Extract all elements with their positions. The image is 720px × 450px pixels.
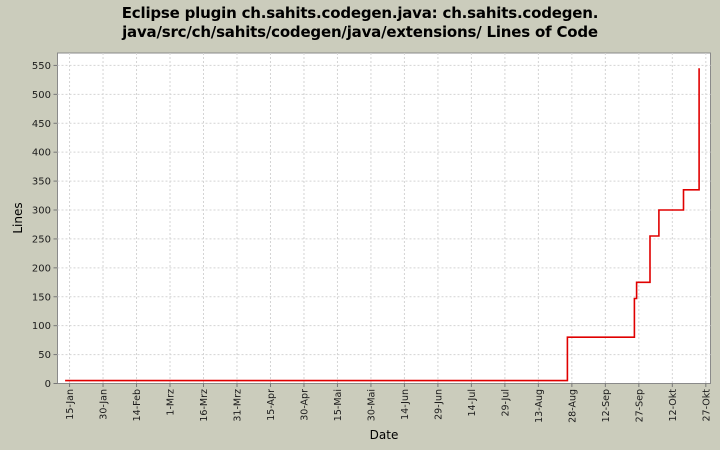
x-tick-label: 30-Jan [99,389,110,420]
y-axis-title: Lines [11,202,25,234]
y-tick-label: 400 [32,148,51,159]
y-tick-label: 300 [32,206,51,217]
x-tick-label: 12-Okt [668,389,679,422]
x-tick-label: 27-Sep [634,389,645,422]
y-tick-label: 550 [32,61,51,72]
chart-title: Eclipse plugin ch.sahits.codegen.java: c… [0,4,720,42]
x-axis-title: Date [369,428,399,442]
x-tick-label: 31-Mrz [232,389,243,422]
x-tick-label: 15-Apr [266,389,277,421]
x-tick-label: 12-Sep [601,389,612,422]
x-tick-label: 29-Jun [433,389,444,420]
x-tick-label: 15-Jan [65,389,76,420]
y-tick-label: 200 [32,263,51,274]
chart-title-line1: Eclipse plugin ch.sahits.codegen.java: c… [121,4,599,22]
y-tick-label: 450 [32,119,51,130]
x-tick-label: 16-Mrz [199,389,210,422]
x-tick-label: 1-Mrz [166,389,177,416]
x-tick-label: 27-Okt [701,389,712,422]
y-tick-label: 100 [32,321,51,332]
x-tick-label: 29-Jul [500,389,511,417]
x-tick-label: 30-Apr [299,389,310,421]
x-tick-label: 15-Mai [333,389,344,421]
y-tick-label: 500 [32,90,51,101]
plot-background [57,52,711,384]
y-tick-label: 0 [45,379,51,390]
x-tick-label: 28-Aug [567,389,578,423]
x-tick-label: 14-Jul [467,389,478,417]
x-tick-label: 14-Feb [132,389,143,421]
y-tick-label: 350 [32,177,51,188]
x-tick-label: 30-Mai [366,389,377,421]
y-tick-label: 250 [32,234,51,245]
series-line [65,68,700,382]
x-tick-label: 13-Aug [534,389,545,423]
x-tick-label: 14-Jun [400,389,411,420]
y-tick-label: 150 [32,292,51,303]
chart-title-line2: java/src/ch/sahits/codegen/java/extensio… [122,23,598,41]
y-tick-label: 50 [38,350,51,361]
